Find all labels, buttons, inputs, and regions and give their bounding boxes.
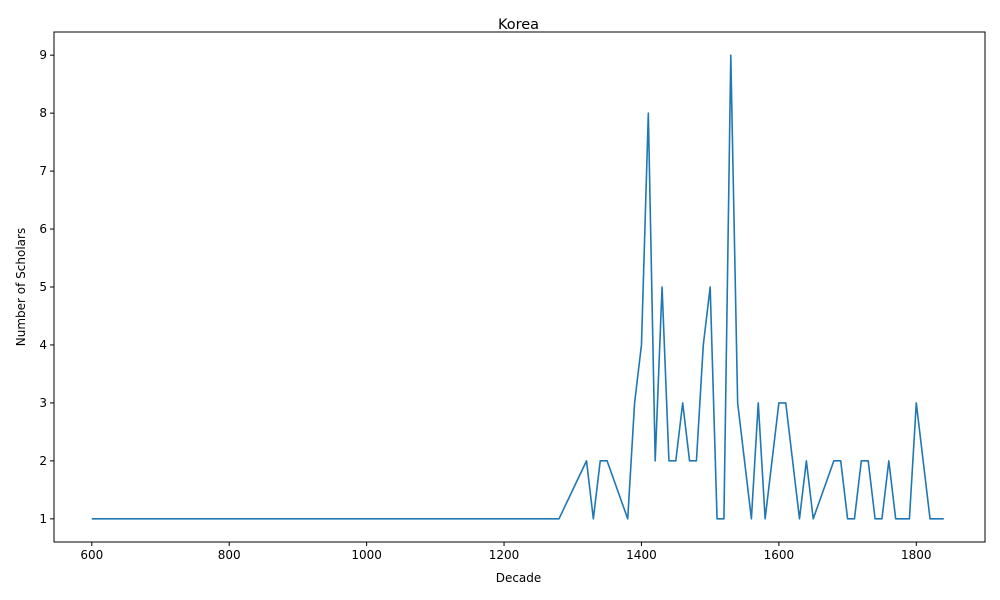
x-tick-label: 600	[80, 548, 103, 562]
y-tick-label: 4	[39, 338, 47, 352]
y-tick-label: 3	[39, 396, 47, 410]
plot-area	[91, 54, 944, 520]
chart-title: Korea	[498, 17, 539, 33]
x-axis: 600 800 1000 1200 1400 1600 1800	[80, 542, 932, 562]
series-line-0	[91, 54, 944, 520]
y-tick-label: 2	[39, 454, 47, 468]
x-tick-label: 1800	[901, 548, 932, 562]
x-tick-label: 1400	[626, 548, 657, 562]
x-tick-label: 1600	[764, 548, 795, 562]
y-tick-label: 9	[39, 48, 47, 62]
y-tick-label: 5	[39, 280, 47, 294]
x-tick-label: 1200	[489, 548, 520, 562]
x-axis-label: Decade	[496, 571, 542, 585]
x-tick-label: 1000	[351, 548, 382, 562]
y-tick-label: 6	[39, 222, 47, 236]
x-tick-label: 800	[218, 548, 241, 562]
y-tick-label: 8	[39, 106, 47, 120]
y-tick-label: 7	[39, 164, 47, 178]
y-axis-label: Number of Scholars	[14, 228, 28, 346]
y-axis: 1 2 3 4 5 6 7 8 9	[39, 48, 54, 526]
y-tick-label: 1	[39, 512, 47, 526]
